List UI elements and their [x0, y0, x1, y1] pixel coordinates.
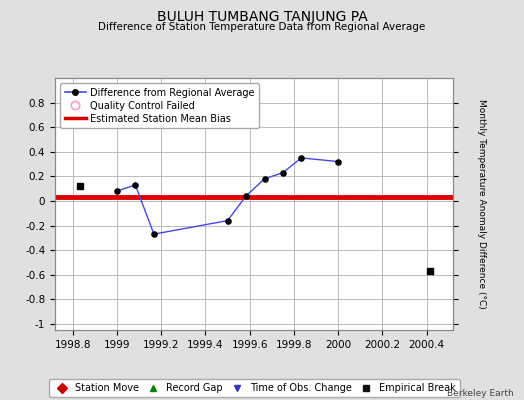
Legend: Station Move, Record Gap, Time of Obs. Change, Empirical Break: Station Move, Record Gap, Time of Obs. C… — [49, 379, 460, 397]
Point — [150, 231, 158, 237]
Point — [279, 170, 287, 176]
Text: Berkeley Earth: Berkeley Earth — [447, 389, 514, 398]
Point — [76, 183, 84, 189]
Point — [334, 158, 342, 165]
Point — [131, 182, 139, 188]
Point — [242, 193, 250, 199]
Text: BULUH TUMBANG TANJUNG PA: BULUH TUMBANG TANJUNG PA — [157, 10, 367, 24]
Point — [223, 217, 232, 224]
Text: Difference of Station Temperature Data from Regional Average: Difference of Station Temperature Data f… — [99, 22, 425, 32]
Point — [297, 155, 305, 161]
Point — [260, 176, 269, 182]
Y-axis label: Monthly Temperature Anomaly Difference (°C): Monthly Temperature Anomaly Difference (… — [477, 99, 486, 309]
Point — [113, 188, 121, 194]
Point — [427, 268, 435, 274]
